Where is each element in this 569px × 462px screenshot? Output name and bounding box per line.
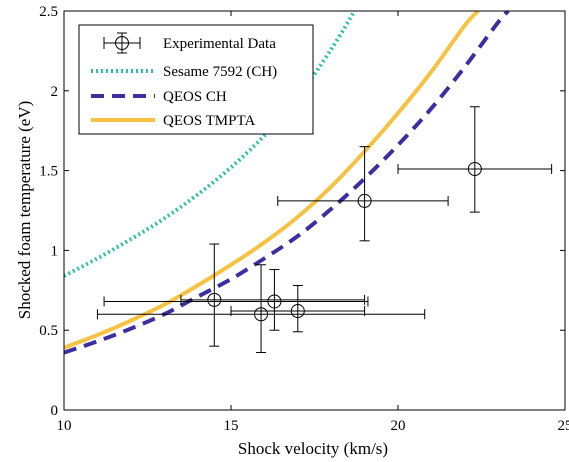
model-curves: [64, 11, 510, 355]
legend-marker-experimental-data: [103, 32, 141, 54]
data-point: [230, 285, 366, 333]
y-tick-label: 1: [51, 243, 59, 259]
data-point: [180, 243, 366, 347]
y-axis-label: Shocked foam temperature (eV): [15, 101, 34, 320]
data-marker-circle: [467, 162, 482, 177]
axis-ticks: 10 15 20 25 0 0.5 1 1.5 2 2.5: [39, 4, 569, 434]
series-line-qeos-ch: [64, 11, 510, 355]
x-tick-label: 20: [391, 418, 406, 434]
legend-entry-sesame-7592: Sesame 7592 (CH): [91, 64, 277, 80]
experimental-data-points: [96, 106, 553, 354]
y-tick-label: 2.5: [39, 4, 58, 20]
data-point: [277, 146, 449, 242]
legend: Experimental Data Sesame 7592 (CH) QEOS …: [78, 24, 314, 135]
plot-frame: [63, 10, 566, 411]
y-tick-label: 0.5: [39, 323, 58, 339]
data-point: [103, 269, 369, 331]
y-tick-label: 2: [51, 84, 59, 100]
data-marker-circle: [290, 304, 305, 319]
series-line-sesame-7592-ch: [64, 11, 357, 278]
x-axis-label: Shock velocity (km/s): [238, 439, 388, 458]
data-point: [96, 264, 426, 354]
series-line-qeos-tmpta: [64, 11, 480, 350]
legend-label-qeos-ch: QEOS CH: [163, 89, 227, 105]
x-tick-label: 10: [57, 418, 72, 434]
data-marker-circle: [357, 193, 372, 208]
data-marker-circle: [267, 294, 282, 309]
y-tick-label: 0: [51, 403, 59, 419]
legend-label-qeos-tmpta: QEOS TMPTA: [163, 113, 255, 129]
x-tick-label: 15: [224, 418, 239, 434]
legend-entry-qeos-ch: QEOS CH: [91, 89, 227, 105]
x-tick-label: 25: [558, 418, 569, 434]
legend-label-sesame-7592: Sesame 7592 (CH): [163, 64, 277, 80]
legend-label-experimental-data: Experimental Data: [163, 36, 276, 52]
legend-entry-experimental-data: Experimental Data: [103, 32, 276, 54]
data-marker-circle: [254, 307, 269, 322]
data-marker-circle: [207, 292, 222, 307]
data-point: [397, 106, 553, 213]
y-tick-label: 1.5: [39, 164, 58, 180]
legend-entry-qeos-tmpta: QEOS TMPTA: [91, 113, 255, 129]
